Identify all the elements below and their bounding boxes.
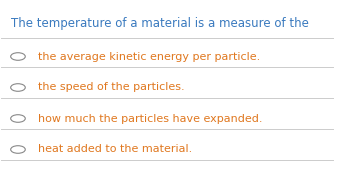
Text: The temperature of a material is a measure of the: The temperature of a material is a measu… <box>11 17 309 30</box>
Text: heat added to the material.: heat added to the material. <box>38 145 192 155</box>
Text: the average kinetic energy per particle.: the average kinetic energy per particle. <box>38 51 260 61</box>
Text: how much the particles have expanded.: how much the particles have expanded. <box>38 114 262 124</box>
Text: the speed of the particles.: the speed of the particles. <box>38 82 184 93</box>
